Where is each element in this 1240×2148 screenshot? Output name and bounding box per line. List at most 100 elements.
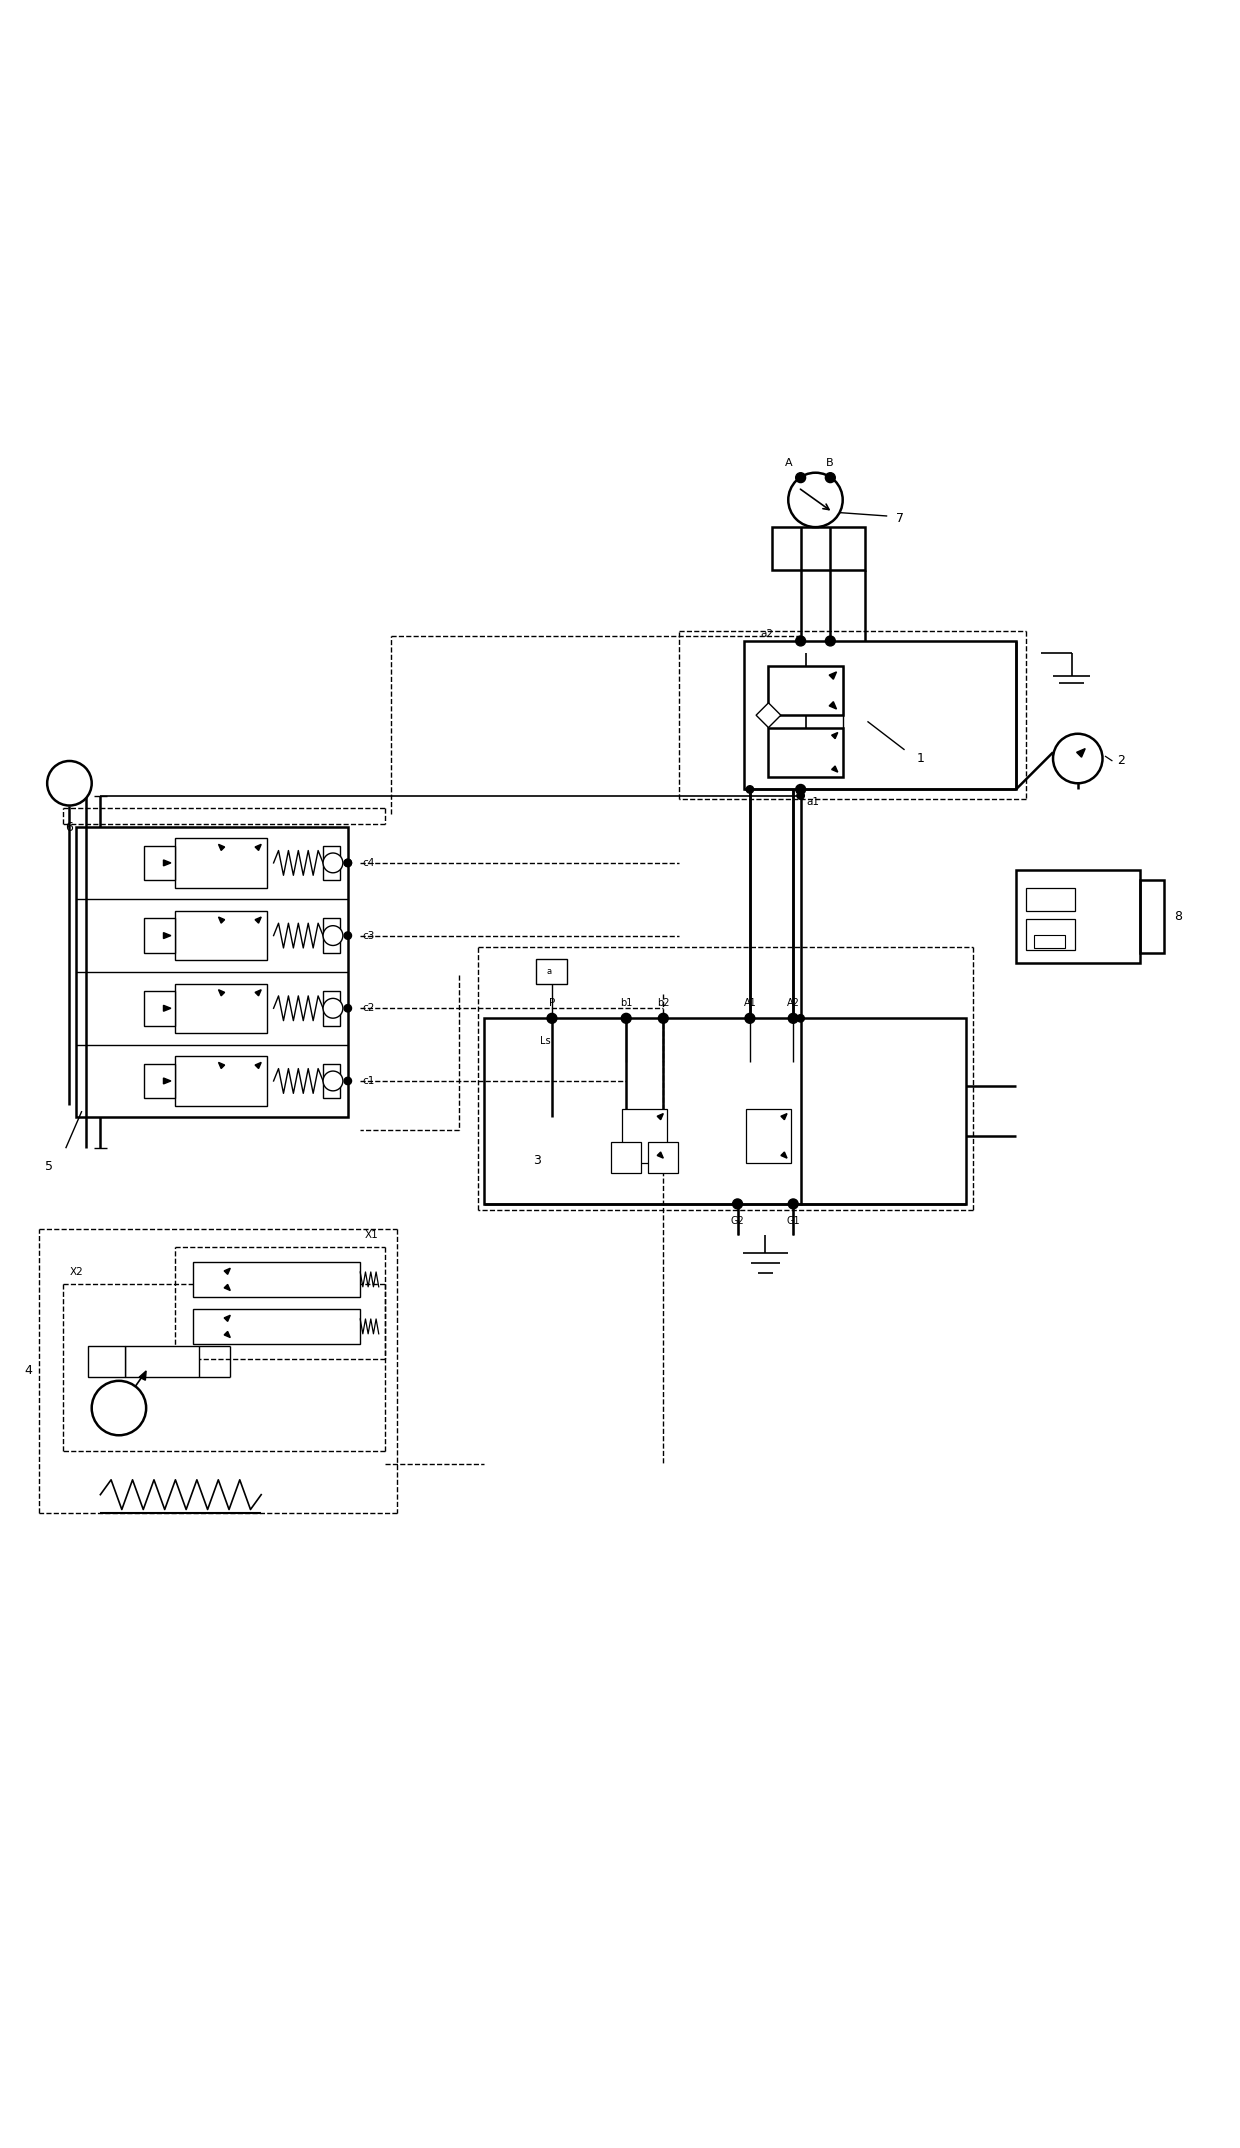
Bar — [125, 1347, 200, 1377]
Text: a2: a2 — [760, 629, 774, 638]
Bar — [1140, 881, 1164, 954]
Bar — [1034, 934, 1065, 947]
Text: a1: a1 — [807, 797, 820, 808]
Bar — [769, 728, 843, 778]
Polygon shape — [830, 672, 837, 679]
Polygon shape — [781, 1151, 787, 1158]
Bar — [484, 1018, 966, 1203]
Circle shape — [343, 1078, 351, 1085]
Circle shape — [826, 473, 836, 483]
Circle shape — [796, 784, 806, 795]
Bar — [744, 640, 1016, 790]
Polygon shape — [224, 1332, 231, 1338]
Bar — [1025, 889, 1075, 911]
Circle shape — [343, 1005, 351, 1012]
Bar — [144, 917, 175, 954]
Bar — [144, 990, 175, 1025]
Circle shape — [746, 786, 754, 793]
Polygon shape — [164, 1078, 171, 1085]
Circle shape — [789, 1199, 799, 1209]
Bar — [175, 984, 268, 1033]
Text: X2: X2 — [69, 1267, 83, 1276]
Polygon shape — [255, 990, 262, 997]
Text: A1: A1 — [744, 999, 756, 1007]
Text: P: P — [549, 999, 556, 1007]
Bar — [144, 846, 175, 881]
Bar — [193, 1263, 360, 1297]
Text: A: A — [785, 458, 792, 468]
Polygon shape — [224, 1285, 231, 1291]
Circle shape — [745, 1014, 755, 1022]
Text: 8: 8 — [1174, 911, 1182, 924]
Bar — [175, 1057, 268, 1106]
Bar — [649, 1143, 678, 1173]
Polygon shape — [218, 917, 224, 924]
Text: 1: 1 — [916, 752, 925, 765]
Bar — [76, 827, 347, 1117]
Text: 7: 7 — [897, 511, 904, 524]
Text: c4: c4 — [362, 857, 374, 868]
Text: b2: b2 — [657, 999, 670, 1007]
Circle shape — [324, 999, 343, 1018]
Polygon shape — [781, 1113, 787, 1119]
Circle shape — [658, 1014, 668, 1022]
Text: a: a — [547, 967, 552, 975]
Text: 4: 4 — [25, 1364, 32, 1377]
Circle shape — [733, 1199, 743, 1209]
Circle shape — [343, 859, 351, 866]
Bar — [324, 917, 341, 954]
Text: X1: X1 — [365, 1231, 378, 1239]
Text: c3: c3 — [362, 930, 374, 941]
Bar — [1016, 870, 1140, 962]
Polygon shape — [255, 844, 262, 851]
Circle shape — [796, 473, 806, 483]
Text: 2: 2 — [1117, 754, 1125, 767]
Bar — [324, 846, 341, 881]
Polygon shape — [164, 932, 171, 939]
Bar — [324, 990, 341, 1025]
Bar — [622, 1108, 667, 1162]
Circle shape — [47, 760, 92, 806]
Circle shape — [789, 473, 843, 526]
Polygon shape — [224, 1267, 231, 1274]
Bar — [193, 1308, 360, 1345]
Text: G1: G1 — [786, 1216, 800, 1227]
Circle shape — [621, 1014, 631, 1022]
Circle shape — [1053, 735, 1102, 784]
Text: B: B — [826, 458, 833, 468]
Polygon shape — [164, 1005, 171, 1012]
Text: b1: b1 — [620, 999, 632, 1007]
Bar — [537, 958, 568, 984]
Circle shape — [797, 793, 805, 799]
Bar — [1025, 919, 1075, 949]
Text: c1: c1 — [362, 1076, 374, 1087]
Bar — [773, 526, 866, 571]
Circle shape — [789, 1014, 799, 1022]
Text: 3: 3 — [533, 1153, 542, 1166]
Circle shape — [796, 636, 806, 647]
Polygon shape — [657, 1151, 663, 1158]
Bar — [88, 1347, 125, 1377]
Polygon shape — [218, 844, 224, 851]
Bar — [769, 666, 843, 715]
Circle shape — [324, 1072, 343, 1091]
Circle shape — [92, 1381, 146, 1435]
Circle shape — [547, 1014, 557, 1022]
Text: Ls: Ls — [541, 1035, 551, 1046]
Polygon shape — [218, 990, 224, 997]
Text: 6: 6 — [66, 821, 73, 833]
Polygon shape — [218, 1063, 224, 1068]
Polygon shape — [830, 702, 837, 709]
Bar — [611, 1143, 641, 1173]
Text: c2: c2 — [362, 1003, 374, 1014]
Polygon shape — [255, 1063, 262, 1068]
Circle shape — [324, 926, 343, 945]
Polygon shape — [832, 767, 838, 771]
Polygon shape — [139, 1370, 146, 1381]
Text: G2: G2 — [730, 1216, 744, 1227]
Polygon shape — [832, 732, 838, 739]
Circle shape — [343, 859, 351, 866]
Bar — [324, 1063, 341, 1098]
Polygon shape — [224, 1315, 231, 1321]
Polygon shape — [756, 702, 781, 728]
